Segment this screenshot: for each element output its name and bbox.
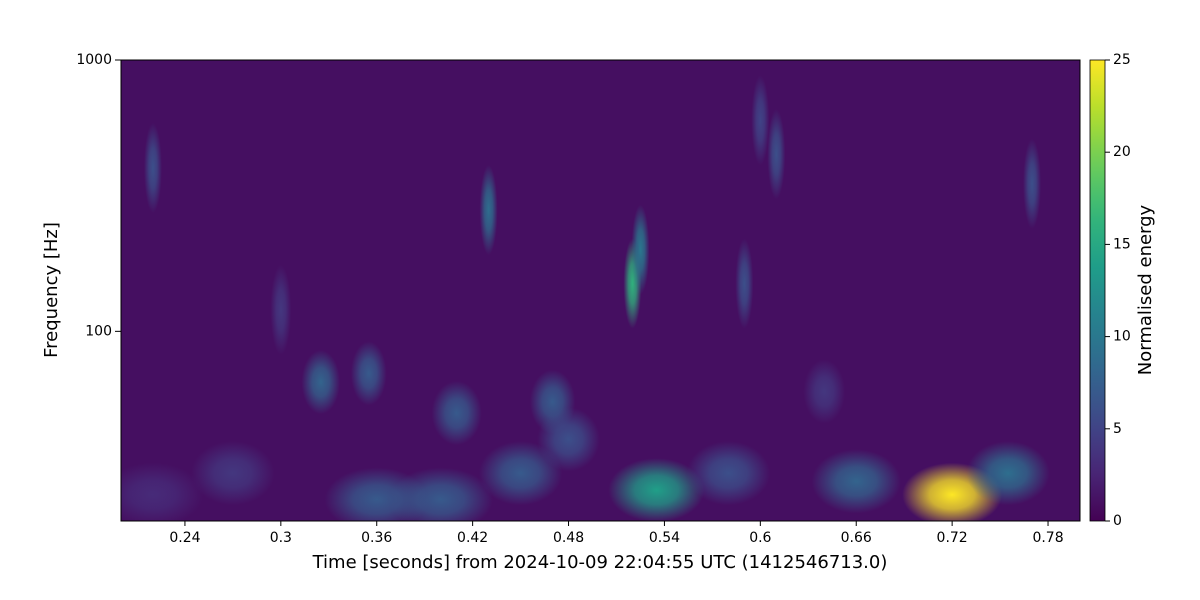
x-tick-label: 0.48 <box>553 530 584 546</box>
heatmap <box>121 60 1080 521</box>
energy-blob <box>191 441 275 506</box>
energy-blob <box>803 359 846 424</box>
x-tick-label: 0.72 <box>937 530 968 546</box>
x-tick-label: 0.6 <box>749 530 771 546</box>
x-tick-label: 0.42 <box>457 530 488 546</box>
x-axis-label: Time [seconds] from 2024-10-09 22:04:55 … <box>312 552 888 573</box>
energy-blob <box>608 458 705 521</box>
x-tick-label: 0.66 <box>841 530 872 546</box>
energy-blob <box>301 350 341 415</box>
colorbar-label: Normalised energy <box>1135 204 1156 375</box>
energy-blob <box>686 441 771 506</box>
y-tick-label: 100 <box>85 323 112 339</box>
energy-blob <box>966 441 1050 506</box>
colorbar-tick-label: 5 <box>1113 421 1122 437</box>
colorbar <box>1089 59 1106 522</box>
x-tick-label: 0.24 <box>169 530 200 546</box>
energy-blob <box>478 441 563 506</box>
plot-frame <box>120 59 1081 522</box>
energy-blob <box>431 381 482 446</box>
x-tick-label: 0.54 <box>649 530 680 546</box>
y-tick-label: 1000 <box>76 52 112 68</box>
colorbar-tick-label: 15 <box>1113 236 1131 252</box>
energy-blob <box>270 264 292 355</box>
energy-blob <box>811 449 901 514</box>
energy-blob <box>350 341 387 406</box>
energy-blob <box>631 204 650 295</box>
y-axis-label: Frequency [Hz] <box>41 222 62 358</box>
energy-blob <box>121 462 203 521</box>
colorbar-tick-label: 25 <box>1113 52 1131 68</box>
colorbar-tick-label: 20 <box>1113 144 1131 160</box>
energy-blob <box>767 109 786 200</box>
colorbar-tick-label: 10 <box>1113 329 1131 345</box>
colorbar-tick-label: 0 <box>1113 513 1122 529</box>
energy-blob <box>751 75 770 166</box>
energy-blob <box>324 467 429 521</box>
energy-blob <box>143 122 162 213</box>
x-tick-label: 0.3 <box>270 530 292 546</box>
heatmap-background <box>121 60 1080 521</box>
energy-blob <box>735 238 754 329</box>
x-tick-label: 0.36 <box>361 530 392 546</box>
energy-blob <box>1023 138 1042 229</box>
x-tick-label: 0.78 <box>1032 530 1063 546</box>
energy-blob <box>479 165 498 256</box>
energy-blob <box>537 407 600 472</box>
